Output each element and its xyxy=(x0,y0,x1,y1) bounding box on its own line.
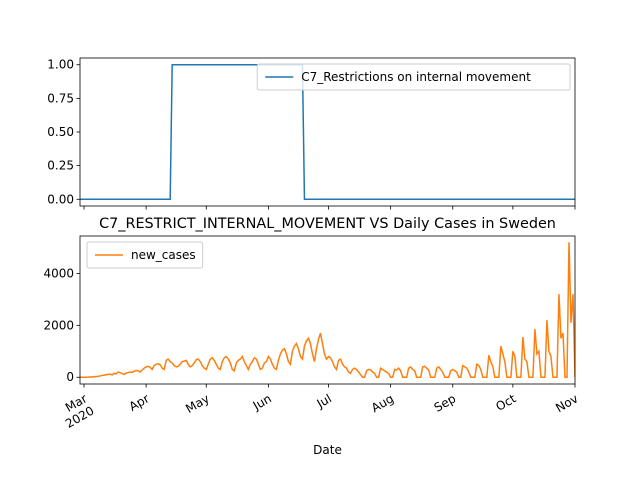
chart-title: C7_RESTRICT_INTERNAL_MOVEMENT VS Daily C… xyxy=(99,216,556,232)
y-tick-label: 0.00 xyxy=(47,192,74,206)
legend-label: C7_Restrictions on internal movement xyxy=(301,70,531,84)
legend-label: new_cases xyxy=(131,248,196,262)
y-tick-label: 1.00 xyxy=(47,58,74,72)
data-line xyxy=(80,63,575,201)
axes-frame xyxy=(79,57,576,207)
y-tick-label: 2000 xyxy=(43,318,74,332)
y-tick-label: 0.75 xyxy=(47,91,74,105)
x-tick-label: Jul xyxy=(314,391,334,411)
data-line xyxy=(80,242,575,379)
legend-box xyxy=(86,241,204,269)
x-tick-text: Jul xyxy=(314,391,334,411)
y-tick-label: 0.50 xyxy=(47,125,74,139)
x-axis-label: Date xyxy=(313,443,342,457)
legend-box xyxy=(256,63,571,91)
y-tick-label: 4000 xyxy=(43,266,74,280)
y-tick-label: 0.25 xyxy=(47,159,74,173)
axes-frame xyxy=(79,235,576,385)
y-tick-label: 0 xyxy=(66,370,74,384)
